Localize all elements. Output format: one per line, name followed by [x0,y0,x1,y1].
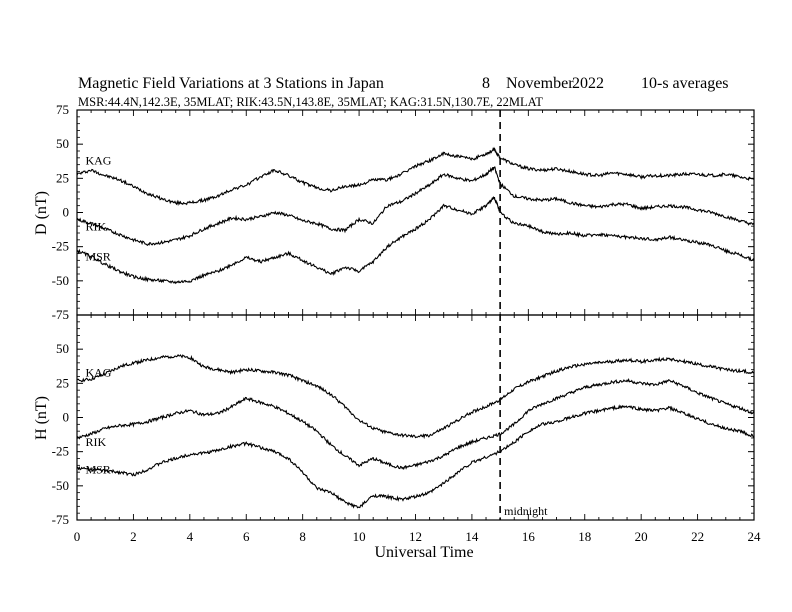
h-panel: 50 25 0 -25 -50 -75 KAG RIK MSR H (nT) [33,314,755,527]
h-ytick-label: 0 [63,410,70,425]
h-station-label-rik: RIK [85,435,106,449]
h-ytick-label: 50 [56,341,69,356]
h-series-rik [76,378,755,471]
d-station-label-msr: MSR [85,249,110,263]
h-ytick-label: -25 [52,444,69,459]
d-series-msr [76,196,755,285]
d-station-label-kag: KAG [85,154,111,168]
x-tick-label: 20 [635,529,648,544]
x-tick-label: 2 [130,529,137,544]
x-tick-label: 6 [243,529,250,544]
d-axis-ticks: 75 50 25 0 -25 -50 -75 [52,102,755,322]
h-series-group [76,354,755,509]
h-series-msr [76,404,755,509]
d-axis-title: D (nT) [33,191,50,235]
date-day: 8 [482,75,490,92]
d-ytick-label: 25 [56,170,69,185]
x-tick-label: 8 [299,529,306,544]
date-month: November [506,75,574,92]
h-axis-ticks: 50 25 0 -25 -50 -75 [52,315,755,527]
d-panel: 75 50 25 0 -25 -50 -75 KAG RIK MSR D (nT) [33,102,755,322]
d-panel-frame [76,109,755,316]
h-series-kag [76,354,755,440]
h-station-label-kag: KAG [85,366,111,380]
d-series-kag [76,146,755,207]
h-station-labels: KAG RIK MSR [85,366,111,477]
averaging-label: 10-s averages [641,75,729,92]
d-ytick-label: 0 [63,205,70,220]
x-tick-label: 12 [409,529,422,544]
h-station-label-msr: MSR [85,463,110,477]
h-ytick-label: -50 [52,478,69,493]
d-station-label-rik: RIK [85,219,106,233]
x-tick-label: 16 [522,529,536,544]
x-tick-label: 4 [187,529,194,544]
d-series-rik [76,165,755,246]
x-tick-label: 18 [578,529,591,544]
x-tick-label: 22 [691,529,704,544]
d-series-group [76,146,755,285]
midnight-label: midnight [504,504,548,518]
stations-info: MSR:44.4N,142.3E, 35MLAT; RIK:43.5N,143.… [78,95,543,109]
x-tick-label: 14 [465,529,479,544]
d-ytick-label: 75 [56,102,69,117]
x-tick-label: 10 [353,529,366,544]
d-ytick-label: -75 [52,307,69,322]
d-ytick-label: 50 [56,136,69,151]
x-axis-ticks: 0 2 4 6 8 10 12 14 16 18 20 22 24 [74,529,761,544]
h-axis-title: H (nT) [33,396,50,440]
d-ytick-label: -50 [52,273,69,288]
d-station-labels: KAG RIK MSR [85,154,111,264]
h-panel-frame [76,314,755,521]
x-axis-title: Universal Time [374,544,473,561]
d-ytick-label: -25 [52,239,69,254]
x-tick-label: 0 [74,529,81,544]
x-tick-label: 24 [748,529,762,544]
h-ytick-label: 25 [56,375,69,390]
chart-title: Magnetic Field Variations at 3 Stations … [78,75,384,92]
date-year: 2022 [572,75,604,92]
h-ytick-label: -75 [52,512,69,527]
